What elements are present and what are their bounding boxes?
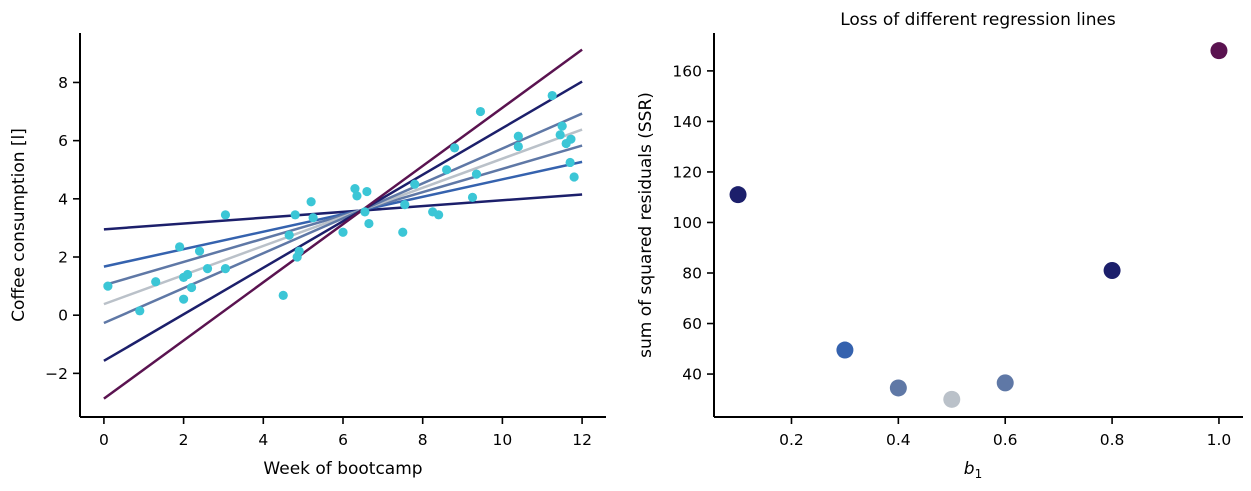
right-x-tick-label: 0.8 (1100, 431, 1125, 449)
left-x-tick-label: 6 (338, 431, 348, 449)
right-x-ticks: 0.2 0.4 0.6 0.8 1.0 (779, 417, 1231, 449)
right-y-tick-label: 80 (682, 265, 702, 283)
data-point (182, 269, 193, 280)
data-point (186, 282, 197, 293)
data-point (557, 121, 567, 131)
data-point (294, 246, 304, 256)
data-point (362, 186, 372, 197)
loss-point (836, 341, 854, 359)
loss-points (729, 42, 1228, 408)
data-point (350, 184, 360, 194)
regression-line (103, 48, 583, 400)
data-point (352, 191, 362, 201)
right-y-tick-label: 140 (672, 113, 702, 131)
right-x-tick-label: 1.0 (1207, 431, 1232, 449)
left-y-tick-label: 8 (58, 74, 68, 92)
data-point (306, 197, 316, 207)
loss-point (729, 186, 747, 204)
data-point (364, 218, 374, 229)
data-point (555, 130, 565, 140)
data-point (471, 169, 482, 179)
right-x-axis-label: b1 (964, 459, 982, 481)
data-point (360, 207, 370, 217)
right-chart-title: Loss of different regression lines (840, 10, 1116, 30)
data-point (151, 277, 161, 287)
loss-point (889, 379, 907, 397)
left-x-tick-label: 0 (99, 431, 109, 449)
data-point (220, 210, 231, 220)
right-x-tick-label: 0.6 (993, 431, 1018, 449)
data-point (547, 90, 557, 101)
data-point (475, 106, 486, 117)
data-point (338, 227, 348, 237)
left-y-tick-label: 6 (58, 132, 68, 150)
left-x-tick-label: 8 (418, 431, 428, 449)
data-point (410, 179, 420, 189)
regression-line (103, 193, 583, 231)
data-point (179, 294, 189, 304)
data-point (278, 290, 288, 300)
data-point (284, 230, 294, 240)
regression-line (103, 128, 583, 306)
data-point (175, 242, 185, 252)
data-point (220, 264, 231, 274)
left-y-tick-label: 0 (58, 307, 68, 325)
right-y-tick-label: 160 (672, 62, 702, 80)
right-y-tick-label: 40 (682, 366, 702, 384)
right-y-ticks: 40 60 80 100 120 140 160 (672, 62, 714, 384)
data-point (513, 131, 523, 141)
data-point (194, 246, 205, 256)
regression-line (103, 112, 583, 325)
data-point (308, 213, 318, 223)
data-point (103, 281, 113, 291)
right-y-tick-label: 100 (672, 214, 702, 232)
data-point (565, 157, 575, 168)
loss-point (1210, 42, 1228, 60)
data-point (398, 227, 408, 237)
right-x-tick-label: 0.2 (779, 431, 804, 449)
right-y-tick-label: 120 (672, 163, 702, 181)
data-point (442, 165, 452, 175)
data-points (103, 90, 579, 316)
left-x-tick-label: 12 (572, 431, 592, 449)
data-point (467, 192, 478, 202)
right-chart: Loss of different regression lines 0.2 0.… (636, 10, 1243, 481)
data-point (434, 210, 444, 220)
data-point (290, 210, 300, 220)
left-y-tick-label: −2 (45, 365, 68, 383)
data-point (566, 134, 576, 144)
left-x-tick-label: 10 (493, 431, 513, 449)
data-point (400, 200, 410, 210)
left-x-tick-label: 2 (179, 431, 189, 449)
left-chart: 0 2 4 6 8 10 12 −2 0 2 4 6 8 Week of bootcamp Coffe… (9, 33, 606, 479)
right-y-axis-label: sum of squared residuals (SSR) (636, 92, 656, 358)
right-y-tick-label: 60 (682, 315, 702, 333)
left-x-ticks: 0 2 4 6 8 10 12 (99, 417, 592, 449)
regression-line (103, 80, 583, 362)
loss-point (1103, 261, 1121, 279)
data-point (513, 141, 523, 152)
loss-point (996, 374, 1014, 392)
loss-point (943, 390, 961, 408)
regression-lines (103, 48, 583, 400)
data-point (569, 172, 579, 182)
left-x-tick-label: 4 (258, 431, 268, 449)
right-x-tick-label: 0.4 (886, 431, 911, 449)
data-point (202, 264, 213, 274)
data-point (449, 143, 460, 153)
left-y-tick-label: 4 (58, 190, 68, 208)
left-x-axis-label: Week of bootcamp (263, 459, 422, 479)
left-y-ticks: −2 0 2 4 6 8 (45, 74, 80, 383)
left-y-axis-label: Coffee consumption [l] (9, 128, 29, 322)
data-point (135, 306, 145, 316)
left-y-tick-label: 2 (58, 249, 68, 267)
regression-line (103, 144, 583, 287)
